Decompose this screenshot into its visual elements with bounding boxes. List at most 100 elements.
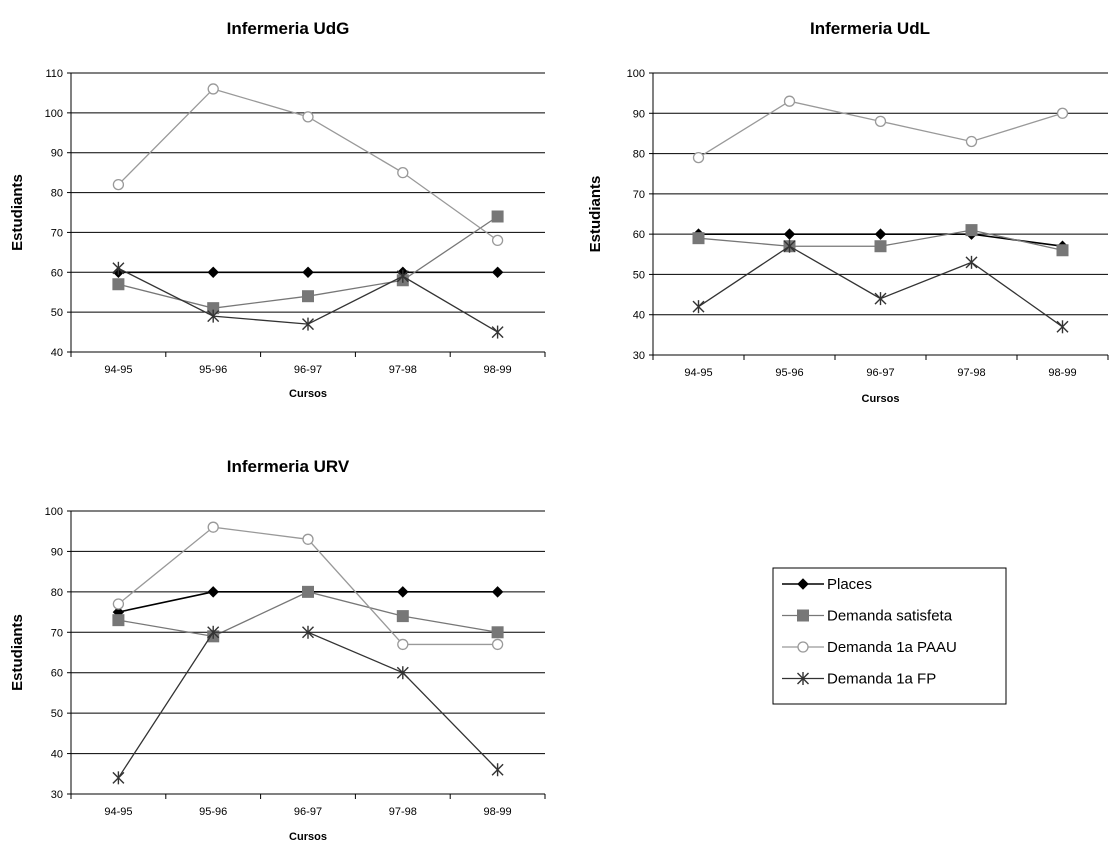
circle-marker (112, 598, 125, 610)
diamond-marker (491, 586, 504, 598)
chart-3: 30 40 50 60 70 80 90 100 94-95 95-96 96-97 97-98 98-… (9, 457, 546, 843)
diamond-marker (491, 266, 504, 278)
diamond-marker (783, 228, 796, 240)
circle-marker (302, 533, 314, 545)
x-tick-label: 96-97 (866, 367, 894, 379)
x-tick-label: 96-97 (294, 364, 322, 376)
y-tick-label: 70 (51, 627, 63, 639)
square-marker (112, 278, 125, 291)
x-axis-label: Cursos (862, 393, 900, 405)
square-marker (874, 240, 887, 253)
x-tick-label: 98-99 (484, 806, 512, 818)
x-tick-label: 95-96 (775, 367, 803, 379)
square-marker (491, 210, 504, 223)
circle-marker (692, 151, 705, 164)
diamond-marker (874, 228, 887, 240)
square-marker (1056, 244, 1069, 257)
x-tick-label: 95-96 (199, 806, 227, 818)
legend-item: Demanda 1a PAAU (782, 639, 957, 656)
y-tick-label: 90 (51, 148, 63, 160)
circle-marker (491, 234, 504, 247)
chart-2: 30 40 50 60 70 80 90 100 94-95 95-96 96-97 97-98 98-… (587, 19, 1109, 405)
x-tick-label: 98-99 (1048, 367, 1076, 379)
y-tick-label: 70 (51, 227, 63, 239)
chart-title: Infermeria URV (227, 457, 350, 476)
y-tick-label: 30 (51, 789, 63, 801)
y-axis-label: Estudiants (587, 176, 604, 253)
y-tick-label: 80 (51, 188, 63, 200)
circle-marker (397, 166, 409, 179)
legend-item: Demanda satisfeta (782, 608, 953, 625)
legend: Places Demanda satisfeta Demanda 1a PAAU De… (772, 567, 1007, 705)
diamond-marker (397, 586, 409, 598)
circle-marker (797, 641, 809, 653)
y-tick-label: 40 (633, 310, 645, 322)
x-tick-label: 97-98 (957, 367, 985, 379)
y-tick-label: 60 (51, 267, 63, 279)
circle-marker (302, 111, 314, 123)
series-demanda-1a-paau (112, 521, 504, 651)
square-marker (965, 224, 978, 237)
x-tick-label: 94-95 (684, 367, 712, 379)
series-demanda-1a-fp (112, 261, 504, 339)
square-marker (491, 626, 504, 639)
legend-item: Places (782, 576, 872, 593)
circle-marker (1056, 107, 1069, 119)
legend-label: Demanda 1a PAAU (827, 639, 957, 656)
y-axis-label: Estudiants (9, 614, 26, 691)
circle-marker (112, 178, 125, 191)
series-line (698, 100, 1063, 159)
legend-label: Demanda 1a FP (827, 671, 936, 688)
x-tick-label: 94-95 (104, 806, 132, 818)
diamond-marker (302, 266, 314, 278)
square-marker (692, 232, 705, 245)
square-marker (797, 609, 809, 622)
y-tick-label: 40 (51, 347, 63, 359)
square-marker (396, 610, 409, 623)
y-tick-label: 90 (51, 546, 63, 558)
x-tick-label: 97-98 (389, 806, 417, 818)
y-tick-label: 50 (51, 708, 63, 720)
circle-marker (965, 135, 978, 148)
series-demanda-satisfeta (112, 210, 504, 315)
x-axis-label: Cursos (289, 388, 327, 400)
y-tick-label: 30 (633, 350, 645, 362)
circle-marker (491, 638, 504, 651)
legend-label: Demanda satisfeta (827, 608, 953, 625)
y-tick-label: 100 (45, 506, 63, 518)
y-tick-label: 60 (51, 668, 63, 680)
circle-marker (207, 83, 219, 95)
diamond-marker (207, 586, 219, 598)
y-axis-label: Estudiants (9, 174, 26, 251)
x-tick-label: 94-95 (104, 364, 132, 376)
diamond-marker (207, 266, 219, 278)
legend-item: Demanda 1a FP (782, 671, 936, 688)
series-demanda-1a-fp (112, 625, 504, 785)
x-axis-label: Cursos (289, 831, 327, 843)
x-tick-label: 98-99 (484, 364, 512, 376)
y-tick-label: 60 (633, 229, 645, 241)
y-tick-label: 70 (633, 189, 645, 201)
y-tick-label: 50 (51, 307, 63, 319)
y-tick-label: 80 (633, 149, 645, 161)
y-tick-label: 110 (45, 68, 63, 80)
series-demanda-1a-paau (112, 83, 504, 247)
diamond-marker (797, 578, 809, 590)
series-demanda-1a-fp (692, 239, 1069, 334)
square-marker (302, 290, 314, 303)
series-line (117, 631, 499, 779)
y-tick-label: 100 (627, 68, 645, 80)
square-marker (302, 585, 314, 598)
circle-marker (783, 95, 796, 107)
circle-marker (397, 638, 409, 651)
square-marker (112, 614, 125, 627)
y-tick-label: 40 (51, 749, 63, 761)
y-tick-label: 80 (51, 587, 63, 599)
x-tick-label: 95-96 (199, 364, 227, 376)
x-tick-label: 96-97 (294, 806, 322, 818)
y-tick-label: 90 (633, 108, 645, 120)
y-tick-label: 50 (633, 269, 645, 281)
legend-label: Places (827, 576, 872, 593)
